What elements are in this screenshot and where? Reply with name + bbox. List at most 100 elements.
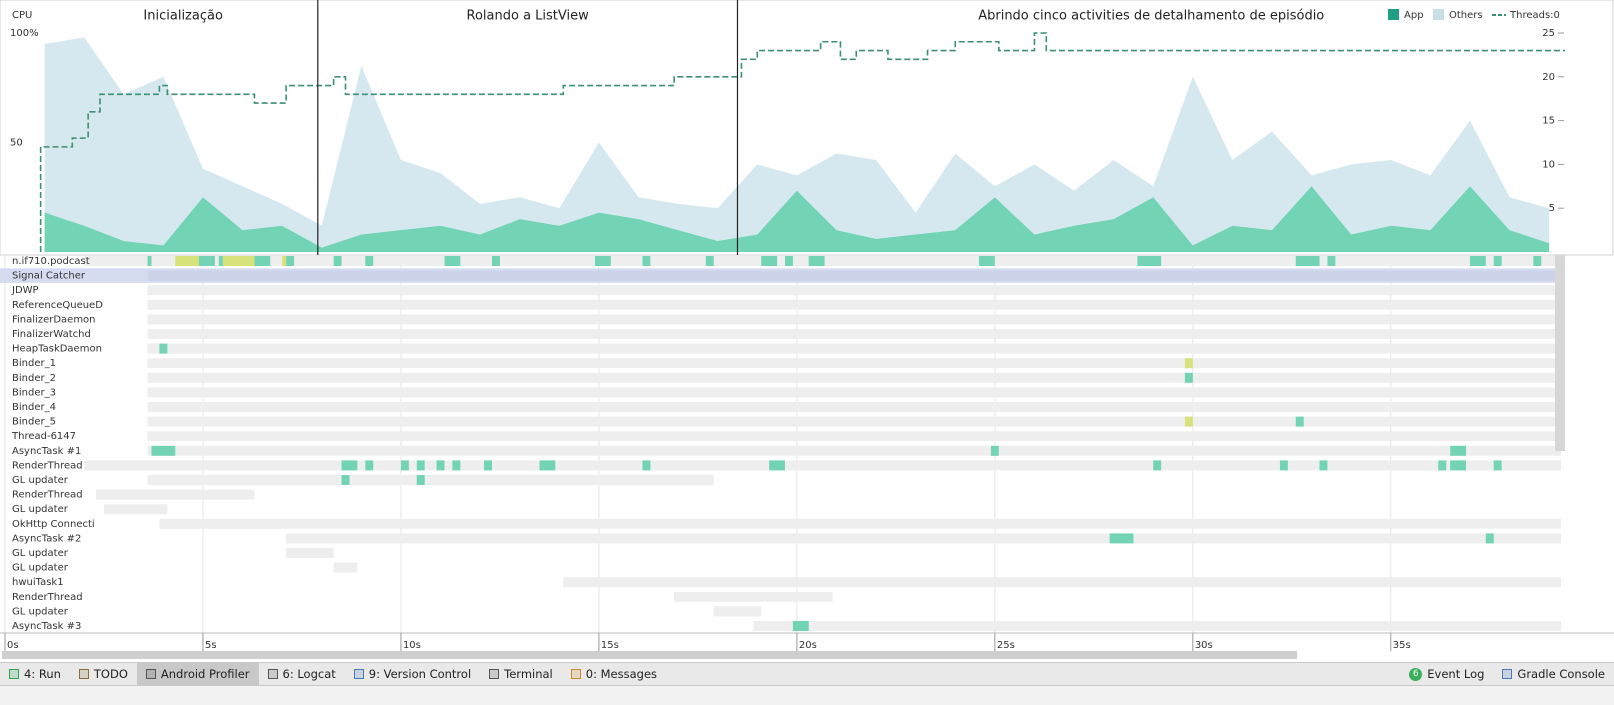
x-tick-label: 15s bbox=[601, 640, 619, 651]
thread-lifetime bbox=[286, 548, 334, 558]
thread-state bbox=[1469, 256, 1486, 266]
tool-button[interactable]: 4: Run bbox=[0, 663, 70, 685]
thread-state bbox=[484, 460, 493, 471]
thread-name: Signal Catcher bbox=[12, 271, 86, 282]
thread-state bbox=[1137, 256, 1162, 266]
thread-name: GL updater bbox=[12, 548, 69, 559]
thread-state bbox=[761, 256, 778, 266]
thread-name: GL updater bbox=[12, 563, 69, 574]
legend-swatch bbox=[1433, 9, 1444, 20]
tool-label: TODO bbox=[93, 667, 128, 681]
thread-name: RenderThread bbox=[12, 592, 83, 603]
tool-button[interactable]: 6: Logcat bbox=[259, 663, 345, 685]
thread-state bbox=[1438, 460, 1447, 471]
thread-lifetime bbox=[147, 445, 1562, 456]
thread-state bbox=[222, 256, 255, 266]
tool-button[interactable]: 9: Version Control bbox=[345, 663, 480, 685]
thread-name: OkHttp Connecti bbox=[12, 519, 95, 530]
thread-state bbox=[1533, 256, 1542, 266]
thread-lifetime bbox=[147, 431, 1562, 442]
tool-button[interactable]: Gradle Console bbox=[1493, 663, 1614, 685]
others-area bbox=[44, 37, 1550, 248]
thread-lifetime bbox=[147, 329, 1562, 339]
thread-state bbox=[769, 460, 785, 471]
thread-lifetime bbox=[563, 577, 1562, 588]
thread-lifetime bbox=[147, 343, 1562, 354]
thread-state bbox=[365, 460, 374, 471]
thread-name: HeapTaskDaemon bbox=[12, 344, 102, 355]
thread-state bbox=[175, 256, 200, 266]
app-area bbox=[44, 186, 1550, 252]
thread-lifetime bbox=[103, 504, 168, 515]
thread-lifetime bbox=[713, 606, 762, 617]
tool-icon bbox=[145, 669, 156, 679]
tool-button[interactable]: Android Profiler bbox=[136, 663, 259, 685]
legend-label: Others bbox=[1449, 10, 1483, 21]
thread-name: FinalizerDaemon bbox=[12, 314, 96, 325]
thread-lifetime bbox=[147, 372, 1562, 383]
x-tick-label: 25s bbox=[997, 640, 1015, 651]
thread-state bbox=[416, 475, 425, 485]
thread-state bbox=[444, 256, 461, 266]
thread-name: RenderThread bbox=[12, 460, 83, 471]
thread-state bbox=[452, 460, 461, 471]
thread-state bbox=[1279, 460, 1288, 471]
thread-lifetime bbox=[147, 270, 1562, 281]
y2-tick-label: 25 bbox=[1542, 28, 1555, 39]
tool-icon bbox=[78, 669, 89, 679]
thread-lifetime bbox=[147, 475, 714, 485]
x-tick-label: 30s bbox=[1195, 640, 1213, 651]
thread-name: AsyncTask #1 bbox=[12, 446, 81, 457]
thread-state bbox=[1327, 256, 1336, 266]
y2-tick-label: 15 bbox=[1542, 116, 1555, 127]
thread-state bbox=[1493, 460, 1502, 471]
thread-state bbox=[400, 460, 409, 471]
thread-lifetime bbox=[147, 314, 1562, 325]
thread-state bbox=[705, 256, 714, 266]
thread-state bbox=[151, 445, 176, 456]
tool-icon bbox=[353, 669, 364, 679]
thread-state bbox=[254, 256, 271, 266]
tool-button[interactable]: 6 Event Log bbox=[1400, 663, 1493, 685]
thread-state bbox=[1184, 416, 1193, 427]
x-tick-label: 35s bbox=[1393, 640, 1411, 651]
tool-label: Android Profiler bbox=[160, 667, 250, 681]
tool-button[interactable]: TODO bbox=[70, 663, 137, 685]
thread-state bbox=[979, 256, 995, 266]
horizontal-scrollbar bbox=[2, 651, 1297, 659]
thread-name: GL updater bbox=[12, 504, 69, 515]
thread-lifetime bbox=[753, 621, 1562, 631]
legend-label: Threads:0 bbox=[1509, 10, 1560, 21]
thread-name: hwuiTask1 bbox=[12, 577, 64, 588]
tool-label: 9: Version Control bbox=[368, 667, 472, 681]
thread-state bbox=[1295, 416, 1304, 427]
legend-swatch bbox=[1388, 9, 1399, 20]
thread-state bbox=[808, 256, 825, 266]
thread-state bbox=[594, 256, 611, 266]
thread-state bbox=[199, 256, 215, 266]
thread-name: GL updater bbox=[12, 475, 69, 486]
thread-lifetime bbox=[333, 562, 358, 573]
thread-state bbox=[539, 460, 556, 471]
y2-tick-label: 5 bbox=[1549, 203, 1555, 214]
thread-state bbox=[642, 460, 651, 471]
section-label: Abrindo cinco activities de detalhamento… bbox=[978, 9, 1324, 24]
thread-state bbox=[642, 256, 651, 266]
tool-button[interactable]: 0: Messages bbox=[562, 663, 666, 685]
thread-state bbox=[365, 256, 374, 266]
thread-name: Binder_2 bbox=[12, 373, 56, 384]
tool-label: 4: Run bbox=[24, 667, 61, 681]
thread-lifetime bbox=[147, 387, 1562, 398]
tool-label: Event Log bbox=[1427, 667, 1485, 681]
y-tick-label: 100% bbox=[10, 28, 39, 39]
thread-lifetime bbox=[286, 533, 1562, 544]
thread-state bbox=[147, 256, 152, 266]
y2-tick-label: 10 bbox=[1542, 159, 1555, 170]
tool-label: 0: Messages bbox=[585, 667, 658, 681]
tool-button[interactable]: Terminal bbox=[480, 663, 562, 685]
thread-state bbox=[1493, 256, 1502, 266]
thread-state bbox=[1485, 533, 1494, 544]
thread-state bbox=[1184, 358, 1193, 369]
thread-name: n.if710.podcast bbox=[12, 256, 90, 267]
